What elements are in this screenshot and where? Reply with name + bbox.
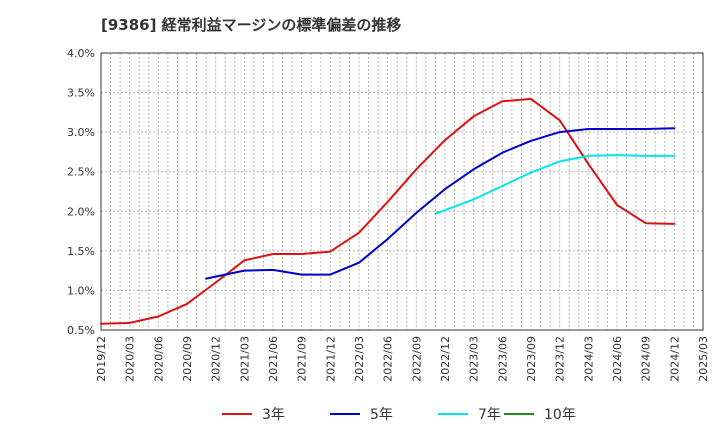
x-tick-label: 2020/09 <box>181 336 194 382</box>
series-line <box>205 127 676 280</box>
plot-border <box>100 52 704 331</box>
x-tick-label: 2022/12 <box>439 336 452 382</box>
y-tick-label: 2.0% <box>67 205 95 218</box>
series-line <box>434 154 676 215</box>
x-tick-label: 2020/03 <box>124 336 137 382</box>
y-tick-label: 2.5% <box>67 166 95 179</box>
y-tick-label: 3.5% <box>67 87 95 100</box>
y-tick-label: 3.0% <box>67 126 95 139</box>
x-tick-label: 2021/09 <box>296 336 309 382</box>
x-tick-label: 2021/12 <box>324 336 337 382</box>
legend-label: 5年 <box>370 407 393 423</box>
x-tick-label: 2019/12 <box>95 336 108 382</box>
x-tick-label: 2022/06 <box>382 336 395 382</box>
y-tick-label: 1.0% <box>67 284 95 297</box>
x-tick-label: 2022/03 <box>353 336 366 382</box>
legend-label: 7年 <box>478 407 501 423</box>
x-tick-label: 2021/06 <box>267 336 280 382</box>
x-tick-label: 2023/03 <box>468 336 481 382</box>
x-tick-label: 2022/09 <box>410 336 423 382</box>
x-tick-label: 2024/03 <box>582 336 595 382</box>
y-tick-label: 0.5% <box>67 324 95 337</box>
legend-label: 3年 <box>262 407 285 423</box>
x-tick-label: 2023/09 <box>525 336 538 382</box>
y-tick-label: 1.5% <box>67 245 95 258</box>
x-tick-label: 2024/12 <box>668 336 681 382</box>
x-tick-label: 2023/06 <box>496 336 509 382</box>
x-tick-label: 2024/09 <box>640 336 653 382</box>
plot-area <box>101 53 703 330</box>
x-tick-label: 2025/03 <box>697 336 710 382</box>
x-tick-label: 2021/03 <box>238 336 251 382</box>
series-line <box>100 97 676 325</box>
x-tick-label: 2023/12 <box>554 336 567 382</box>
legend-label: 10年 <box>544 407 576 423</box>
x-tick-label: 2020/06 <box>152 336 165 382</box>
chart-title: [9386] 経常利益マージンの標準偏差の推移 <box>101 16 402 34</box>
y-tick-label: 4.0% <box>67 47 95 60</box>
x-tick-label: 2024/06 <box>611 336 624 382</box>
x-tick-label: 2020/12 <box>210 336 223 382</box>
